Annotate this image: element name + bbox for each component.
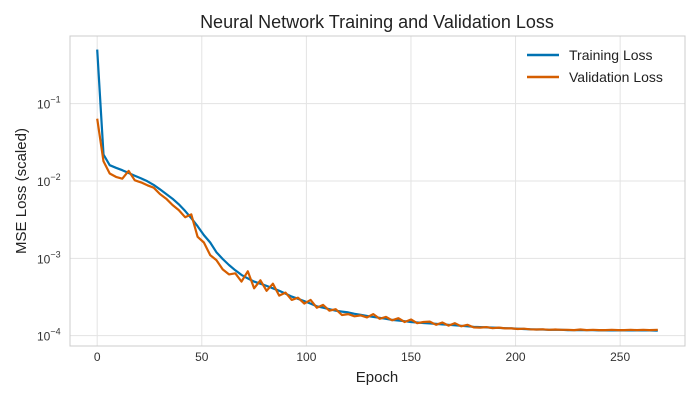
x-tick-label: 150	[401, 350, 421, 364]
y-tick-label: 10−1	[37, 95, 61, 112]
x-tick-label: 50	[195, 350, 209, 364]
y-tick-labels: 10−1 10−2 10−3 10−4	[37, 95, 61, 344]
training-loss-line	[96, 49, 658, 332]
validation-loss-line	[96, 118, 658, 332]
x-axis-label: Epoch	[356, 369, 399, 386]
x-tick-label: 100	[296, 350, 316, 364]
y-axis-label: MSE Loss (scaled)	[13, 128, 30, 254]
plot-frame	[69, 35, 686, 347]
y-tick-label: 10−4	[37, 327, 61, 344]
series-lines	[96, 49, 658, 332]
grid	[70, 36, 685, 346]
x-tick-label: 0	[94, 350, 101, 364]
legend-label-validation: Validation Loss	[569, 69, 663, 85]
x-tick-label: 200	[506, 350, 526, 364]
y-tick-label: 10−2	[37, 172, 61, 189]
legend-label-training: Training Loss	[569, 47, 653, 63]
x-tick-labels: 0 50 100 150 200 250	[94, 350, 631, 364]
y-tick-label: 10−3	[37, 249, 61, 266]
x-tick-label: 250	[610, 350, 630, 364]
chart-title: Neural Network Training and Validation L…	[200, 12, 554, 32]
legend: Training Loss Validation Loss	[527, 47, 663, 85]
